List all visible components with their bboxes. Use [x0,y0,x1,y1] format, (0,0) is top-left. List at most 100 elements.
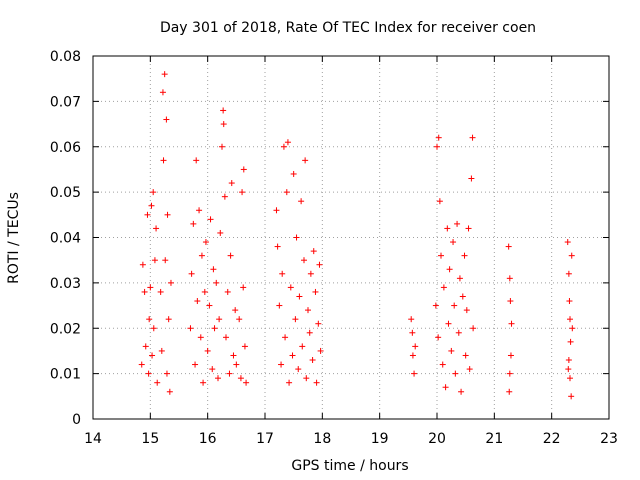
data-point [154,379,161,386]
data-point [448,347,455,354]
x-tick-label: 14 [84,431,102,447]
data-point [204,347,211,354]
data-point [568,393,575,400]
data-point [506,275,513,282]
data-point [243,379,250,386]
data-point [312,288,319,295]
data-point [194,298,201,305]
data-point [299,343,306,350]
data-point [163,370,170,377]
data-point [459,293,466,300]
grid-lines [93,56,609,419]
data-point [142,343,149,350]
data-point [409,329,416,336]
data-point [192,361,199,368]
data-point [565,270,572,277]
data-point [436,198,443,205]
data-point [287,284,294,291]
data-point [295,366,302,373]
y-tick-label: 0.06 [50,140,81,156]
data-point [317,347,324,354]
data-point [166,388,173,395]
data-point [164,211,171,218]
data-point [455,329,462,336]
x-axis-label: GPS time / hours [291,458,408,474]
y-axis-label: ROTI / TECUs [6,192,22,284]
data-point [207,216,214,223]
data-point [470,325,477,332]
y-tick-label: 0.05 [50,185,81,201]
data-point [507,352,514,359]
data-point [141,288,148,295]
data-point [240,284,247,291]
data-point [466,366,473,373]
data-point [283,189,290,196]
data-point [506,388,513,395]
data-point [158,347,165,354]
data-point [452,370,459,377]
data-point [153,225,160,232]
data-point [296,293,303,300]
data-point [159,89,166,96]
x-tick-label: 15 [141,431,159,447]
data-point [162,257,169,264]
data-point [565,357,572,364]
data-point [508,320,515,327]
data-point [220,107,227,114]
data-point [458,388,465,395]
data-point [432,302,439,309]
data-point [201,288,208,295]
data-point [446,266,453,273]
x-tick-labels: 14 15 16 17 18 19 20 21 22 23 [84,431,618,447]
data-point [196,207,203,214]
y-tick-label: 0.08 [50,49,81,65]
data-point [435,134,442,141]
data-point [306,329,313,336]
data-point [167,279,174,286]
data-point [310,248,317,255]
data-point [292,316,299,323]
data-point [303,375,310,382]
data-point [216,316,223,323]
data-point [565,366,572,373]
y-tick-label: 0.01 [50,367,81,383]
axis-ticks [92,55,610,420]
data-point [230,352,237,359]
x-tick-label: 16 [199,431,217,447]
data-point [282,334,289,341]
chart-title: Day 301 of 2018, Rate Of TEC Index for r… [160,20,536,36]
data-point [289,352,296,359]
data-point [506,370,513,377]
y-tick-label: 0.02 [50,321,81,337]
data-point [507,298,514,305]
data-point [198,252,205,259]
data-point [241,343,248,350]
data-point [567,338,574,345]
data-point [220,121,227,128]
data-point [411,370,418,377]
data-point [151,257,158,264]
data-point [233,361,240,368]
x-tick-label: 19 [371,431,389,447]
data-point [227,252,234,259]
data-point [298,198,305,205]
data-point [461,252,468,259]
data-points [138,71,576,400]
data-point [309,357,316,364]
data-point [213,279,220,286]
data-point [144,211,151,218]
x-tick-label: 17 [256,431,274,447]
data-point [284,139,291,146]
data-point [445,320,452,327]
data-point [465,225,472,232]
data-point [163,116,170,123]
y-tick-label: 0.03 [50,276,81,292]
y-tick-labels: 0 0.01 0.02 0.03 0.04 0.05 0.06 0.07 0.08 [50,49,81,428]
x-tick-label: 23 [600,431,618,447]
data-point [237,375,244,382]
data-point [160,157,167,164]
data-point [468,175,475,182]
data-point [412,343,419,350]
data-point [293,234,300,241]
